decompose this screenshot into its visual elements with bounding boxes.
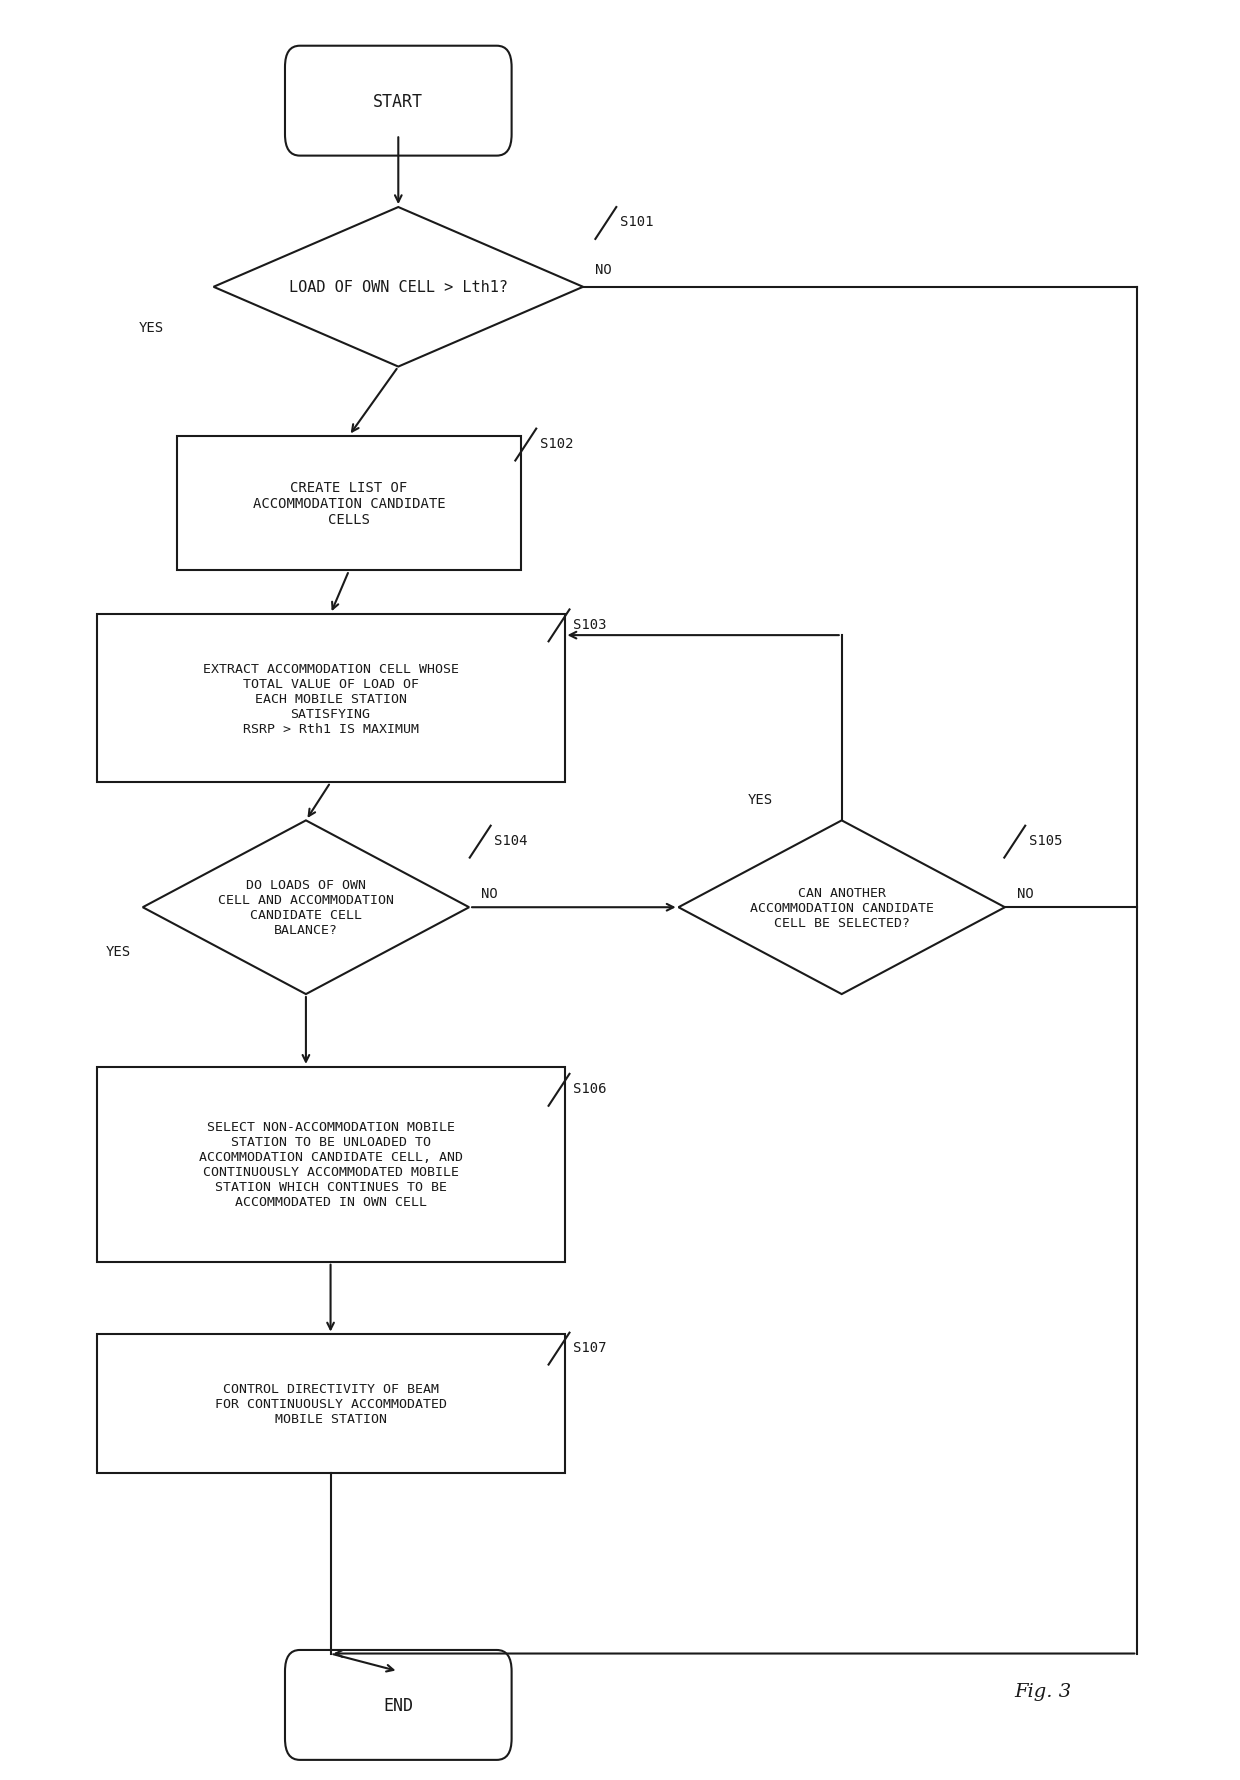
FancyBboxPatch shape	[285, 46, 512, 157]
Text: YES: YES	[748, 792, 773, 806]
Polygon shape	[143, 821, 469, 995]
Text: S103: S103	[573, 618, 606, 632]
Polygon shape	[213, 208, 583, 367]
Text: NO: NO	[1017, 886, 1034, 901]
Text: S107: S107	[573, 1340, 606, 1355]
Text: YES: YES	[105, 943, 130, 958]
Text: SELECT NON-ACCOMMODATION MOBILE
STATION TO BE UNLOADED TO
ACCOMMODATION CANDIDAT: SELECT NON-ACCOMMODATION MOBILE STATION …	[198, 1121, 463, 1209]
Bar	[97, 614, 564, 783]
Text: START: START	[373, 93, 423, 110]
Text: EXTRACT ACCOMMODATION CELL WHOSE
TOTAL VALUE OF LOAD OF
EACH MOBILE STATION
SATI: EXTRACT ACCOMMODATION CELL WHOSE TOTAL V…	[202, 662, 459, 735]
Text: END: END	[383, 1696, 413, 1714]
FancyBboxPatch shape	[285, 1650, 512, 1760]
Text: S105: S105	[1029, 833, 1063, 847]
Text: S106: S106	[573, 1082, 606, 1095]
Text: NO: NO	[481, 886, 498, 901]
Text: S104: S104	[495, 833, 528, 847]
Text: YES: YES	[139, 320, 164, 335]
Text: CAN ANOTHER
ACCOMMODATION CANDIDATE
CELL BE SELECTED?: CAN ANOTHER ACCOMMODATION CANDIDATE CELL…	[750, 886, 934, 929]
Text: LOAD OF OWN CELL > Lth1?: LOAD OF OWN CELL > Lth1?	[289, 279, 508, 295]
Text: CONTROL DIRECTIVITY OF BEAM
FOR CONTINUOUSLY ACCOMMODATED
MOBILE STATION: CONTROL DIRECTIVITY OF BEAM FOR CONTINUO…	[215, 1383, 446, 1426]
Text: S101: S101	[620, 215, 653, 230]
Bar	[176, 436, 522, 571]
Text: S102: S102	[539, 436, 573, 450]
Bar	[97, 1335, 564, 1472]
Text: NO: NO	[595, 263, 613, 278]
Bar	[97, 1068, 564, 1262]
Text: DO LOADS OF OWN
CELL AND ACCOMMODATION
CANDIDATE CELL
BALANCE?: DO LOADS OF OWN CELL AND ACCOMMODATION C…	[218, 879, 394, 936]
Polygon shape	[678, 821, 1004, 995]
Text: Fig. 3: Fig. 3	[1014, 1682, 1071, 1700]
Text: CREATE LIST OF
ACCOMMODATION CANDIDATE
CELLS: CREATE LIST OF ACCOMMODATION CANDIDATE C…	[253, 481, 445, 527]
